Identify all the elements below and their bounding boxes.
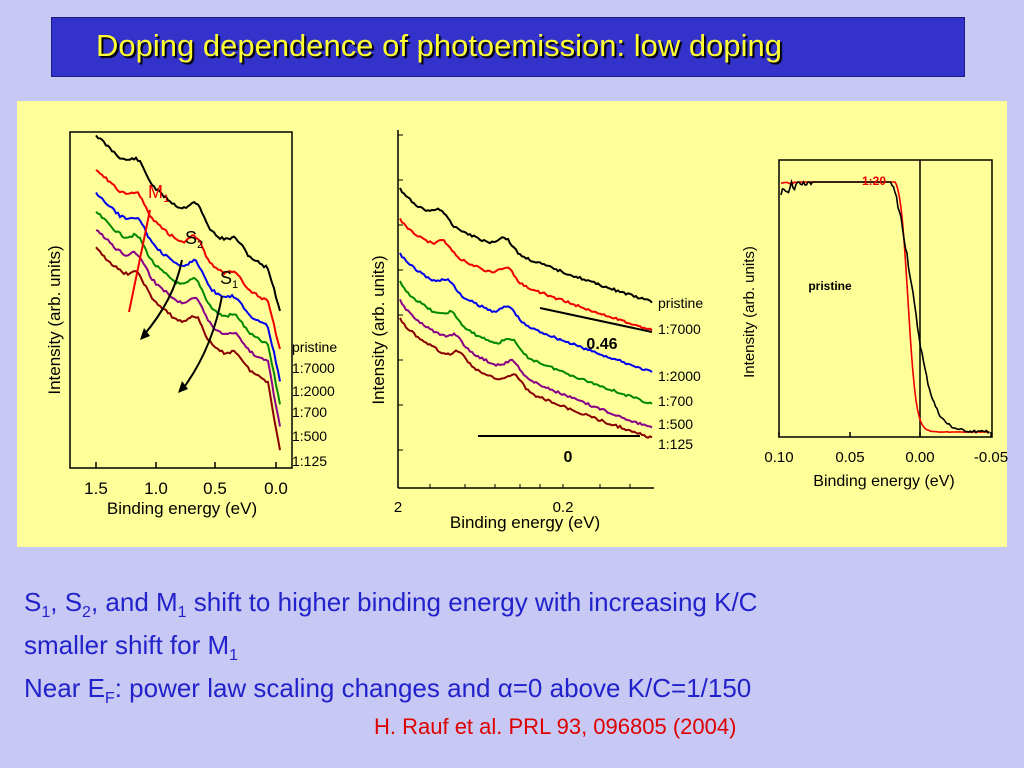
chart-left-series-label: 1:7000 [292,360,335,376]
s2-arrow-head [140,328,150,340]
chart-middle-series-label: 1:125 [658,436,693,452]
chart-right: 1:20 pristine Intensity (arb. units) Bin… [741,159,1008,490]
caption-line-1: S1, S2, and M1 shift to higher binding e… [24,587,758,622]
power-law-fit-line [539,307,653,333]
chart-middle-xlabel: Binding energy (eV) [450,513,600,532]
chart-left-frame [69,131,293,469]
chart-left: Intensity (arb. units) Binding energy (e… [45,131,337,518]
caption-line-3: Near EF: power law scaling changes and α… [24,673,752,708]
chart-left-ylabel: Intensity (arb. units) [45,245,64,394]
chart-middle-xtick: 2 [394,499,402,516]
chart-left-series-label: 1:500 [292,428,327,444]
series-line [95,246,281,451]
series-line [399,298,653,429]
chart-middle-xtick: 0.2 [553,499,574,516]
chart-right-frame [778,159,993,438]
m1-marker-line [128,209,151,313]
series-line [399,317,653,439]
s2-arrow [142,259,183,337]
chart-middle-series-label: 1:700 [658,393,693,409]
series-line [399,252,653,373]
annotation-s1: S1 [220,268,238,291]
slope-label-0: 0 [564,449,573,466]
chart-left-series-label: 1:2000 [292,383,335,399]
series-line [95,211,281,405]
chart-right-ylabel: Intensity (arb. units) [741,246,758,378]
chart-right-xtick: -0.05 [974,449,1008,466]
chart-middle-series-label: 1:2000 [658,368,701,384]
chart-right-xtick: 0.00 [905,449,934,466]
s1-arrow [181,295,223,391]
title-bar: Doping dependence of photoemission: low … [51,17,965,77]
series-line [399,217,653,332]
chart-middle-ylabel: Intensity (arb. units) [369,255,388,404]
series-line [399,187,653,304]
series-label-1-20: 1:20 [862,174,886,188]
figure-panel [17,101,1007,547]
chart-right-xlabel: Binding energy (eV) [813,473,954,490]
series-line [399,280,653,405]
chart-left-xtick: 1.5 [84,479,108,498]
chart-left-xtick: 0.0 [264,479,288,498]
chart-left-series-label: 1:700 [292,404,327,420]
chart-right-xtick: 0.05 [835,449,864,466]
chart-middle: 0.46 0 Intensity (arb. units) Binding en… [369,130,703,532]
chart-left-xlabel: Binding energy (eV) [107,499,257,518]
chart-left-xtick: 1.0 [144,479,168,498]
slope-label-046: 0.46 [586,336,617,353]
s1-arrow-head [178,381,188,393]
series-line [95,229,281,427]
chart-middle-series-label: pristine [658,295,703,311]
series-label-pristine: pristine [808,279,852,293]
chart-left-series-label: 1:125 [292,453,327,469]
chart-left-xtick: 0.5 [203,479,227,498]
series-line [95,191,281,382]
series-line [780,178,990,434]
series-line [780,180,990,434]
annotation-s2: S2 [185,228,203,251]
series-line [95,134,281,312]
chart-right-xtick: 0.10 [764,449,793,466]
caption: S1, S2, and M1 shift to higher binding e… [24,586,757,716]
caption-line-2: smaller shift for M1 [24,630,239,665]
reference-citation: H. Rauf et al. PRL 93, 096805 (2004) [374,714,737,739]
chart-left-series-label: pristine [292,339,337,355]
chart-middle-series-label: 1:7000 [658,321,701,337]
annotation-m1: M1 [148,182,169,205]
series-line [95,169,281,350]
chart-middle-series-label: 1:500 [658,416,693,432]
slide-title: Doping dependence of photoemission: low … [96,28,782,63]
